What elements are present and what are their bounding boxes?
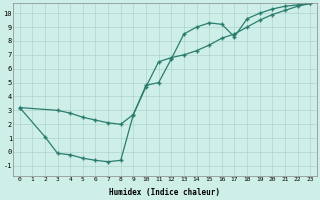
- X-axis label: Humidex (Indice chaleur): Humidex (Indice chaleur): [109, 188, 220, 197]
